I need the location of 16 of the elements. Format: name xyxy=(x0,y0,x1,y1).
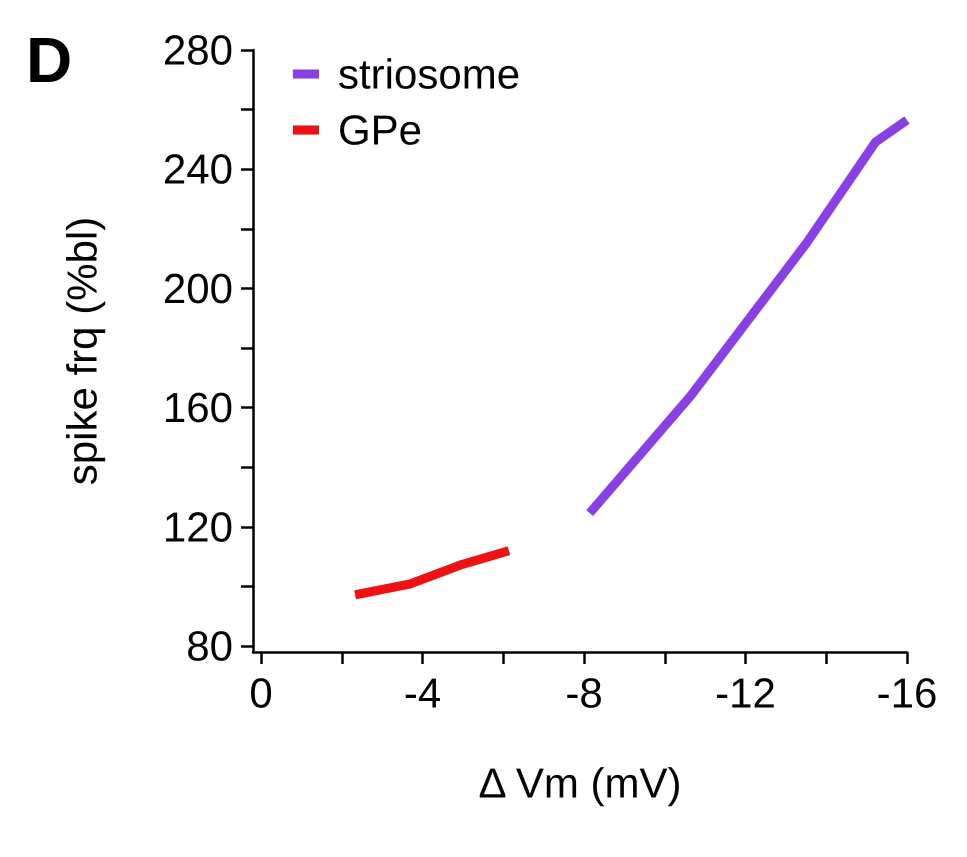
y-tick-label: 200 xyxy=(162,264,233,312)
y-tick-label: 240 xyxy=(162,146,233,193)
x-axis-title: Δ Vm (mV) xyxy=(478,760,682,806)
y-tick-label: 280 xyxy=(162,26,233,74)
x-tick-label: -12 xyxy=(715,670,776,716)
x-tick-label: 0 xyxy=(249,670,273,716)
x-tick-label: -16 xyxy=(876,670,938,716)
y-tick-label: 120 xyxy=(162,503,233,550)
text: D xyxy=(26,24,72,96)
legend-label: striosome xyxy=(338,50,520,98)
legend-label: GPe xyxy=(338,106,422,154)
y-axis-title: spike frq (%bl) xyxy=(58,216,106,486)
y-tick-label: 80 xyxy=(186,622,233,670)
y-tick-label: 160 xyxy=(162,384,233,432)
x-tick-label: -8 xyxy=(565,670,603,716)
x-tick-label: -4 xyxy=(404,670,442,716)
